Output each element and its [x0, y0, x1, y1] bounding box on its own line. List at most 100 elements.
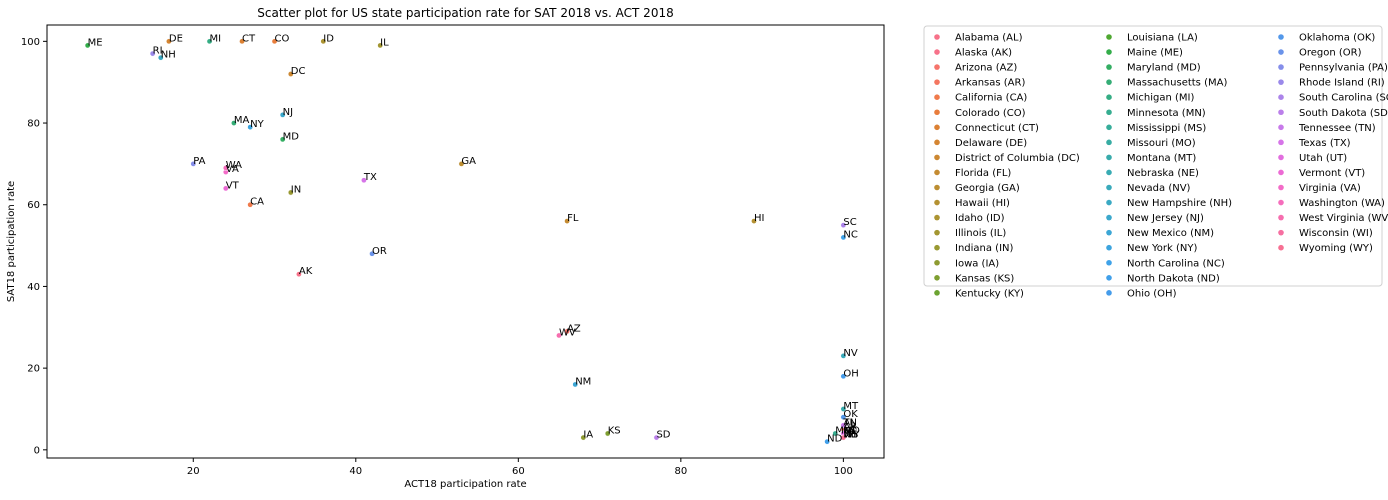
- point-label: TN: [842, 417, 857, 428]
- data-point: [222, 185, 229, 192]
- point-label: CA: [250, 197, 264, 208]
- point-label: VA: [226, 164, 239, 175]
- legend-entry: Hawaii (HI): [955, 198, 1010, 209]
- legend-marker: [1106, 214, 1112, 221]
- axis-ticks: 20 40 60 80 100 0 20 40 60 80 100: [21, 37, 853, 477]
- legend-entry: Pennsylvania (PA): [1299, 63, 1388, 74]
- point-label: DC: [291, 66, 306, 77]
- data-point: [564, 328, 570, 335]
- legend-entry: North Dakota (ND): [1127, 273, 1220, 284]
- point-label: NV: [843, 348, 857, 359]
- data-point: [287, 189, 294, 196]
- point-label: CO: [275, 33, 290, 44]
- legend-marker: [1278, 79, 1284, 85]
- y-tick-label: 20: [27, 364, 40, 375]
- data-point: [206, 38, 213, 45]
- data-point: [840, 434, 847, 441]
- data-point: [604, 430, 611, 437]
- legend-marker: [934, 184, 940, 191]
- legend-entry: Rhode Island (RI): [1299, 78, 1385, 89]
- point-label: MS: [843, 430, 858, 441]
- point-label: NC: [843, 229, 857, 240]
- legend-marker: [934, 49, 940, 55]
- legend-marker: [1278, 199, 1284, 206]
- legend-marker: [934, 34, 940, 40]
- data-point: [832, 430, 839, 437]
- legend-marker: [1106, 244, 1112, 251]
- data-point: [824, 438, 830, 445]
- y-tick-label: 40: [27, 282, 40, 293]
- legend-marker: [1106, 169, 1112, 176]
- data-point: [231, 120, 237, 126]
- point-label: WA: [226, 160, 242, 171]
- point-label: MT: [843, 401, 859, 412]
- legend-marker: [1106, 139, 1112, 146]
- data-point: [279, 136, 286, 143]
- x-tick-label: 20: [187, 466, 200, 477]
- legend-entry: Iowa (IA): [955, 258, 999, 269]
- legend-marker: [934, 139, 940, 146]
- legend-entry: Vermont (VT): [1299, 168, 1365, 179]
- point-label: GA: [461, 156, 476, 167]
- legend-marker: [1278, 34, 1284, 40]
- data-point: [840, 406, 847, 412]
- legend-marker: [934, 214, 940, 221]
- chart-title: Scatter plot for US state participation …: [257, 6, 673, 20]
- point-label: AZ: [567, 323, 581, 334]
- data-point: [369, 250, 375, 257]
- data-point: [751, 218, 757, 224]
- point-label: NM: [575, 376, 591, 387]
- legend-entry: Virginia (VA): [1299, 183, 1361, 194]
- point-label: PA: [193, 156, 205, 167]
- legend-marker: [934, 64, 940, 70]
- legend-entry: Indiana (IN): [955, 243, 1014, 254]
- data-point: [157, 54, 164, 61]
- legend-entry: District of Columbia (DC): [955, 153, 1080, 164]
- legend-marker: [1278, 94, 1284, 100]
- data-point: [653, 434, 660, 441]
- point-label: RI: [153, 46, 163, 57]
- legend-marker: [1106, 49, 1112, 55]
- point-label: AL: [843, 417, 856, 428]
- plot-area: [46, 24, 885, 459]
- point-label: WV: [559, 327, 576, 338]
- legend-marker: [1106, 275, 1112, 281]
- point-label: SC: [843, 217, 856, 228]
- data-point: [840, 222, 847, 229]
- x-tick-label: 60: [512, 466, 525, 477]
- point-label: ID: [323, 33, 334, 44]
- data-point: [572, 381, 579, 388]
- data-point: [222, 165, 229, 171]
- point-label: WY: [843, 430, 860, 441]
- point-label: AK: [299, 266, 313, 277]
- legend-box: [923, 25, 1383, 287]
- legend-entry: Connecticut (CT): [955, 123, 1039, 134]
- legend-entry: New Hampshire (NH): [1127, 198, 1232, 209]
- y-axis-label: SAT18 participation rate: [6, 181, 17, 302]
- y-tick-label: 0: [34, 445, 40, 456]
- point-label: IN: [291, 184, 301, 195]
- legend-marker: [934, 275, 940, 281]
- data-point: [239, 38, 245, 45]
- data-point: [271, 38, 278, 45]
- legend-entry: California (CA): [955, 93, 1027, 104]
- x-tick-label: 40: [349, 466, 362, 477]
- point-label: OR: [372, 246, 387, 257]
- legend-marker: [934, 79, 940, 85]
- legend-entry: Utah (UT): [1299, 153, 1347, 164]
- legend-entry: North Carolina (NC): [1127, 258, 1225, 269]
- legend-marker: [1278, 229, 1284, 236]
- legend-marker: [1106, 259, 1112, 266]
- legend-entry: Maryland (MD): [1127, 63, 1201, 74]
- legend-entry: Louisiana (LA): [1127, 33, 1198, 44]
- data-point: [564, 218, 570, 224]
- legend-entry: New Jersey (NJ): [1127, 213, 1204, 224]
- data-point: [377, 42, 384, 49]
- point-label: NE: [843, 430, 857, 441]
- x-tick-label: 80: [674, 466, 687, 477]
- legend-entry: Maine (ME): [1127, 48, 1183, 59]
- y-tick-label: 100: [21, 37, 40, 48]
- legend-entry: Nevada (NV): [1127, 183, 1191, 194]
- legend-marker: [1106, 34, 1112, 40]
- data-point: [279, 112, 286, 118]
